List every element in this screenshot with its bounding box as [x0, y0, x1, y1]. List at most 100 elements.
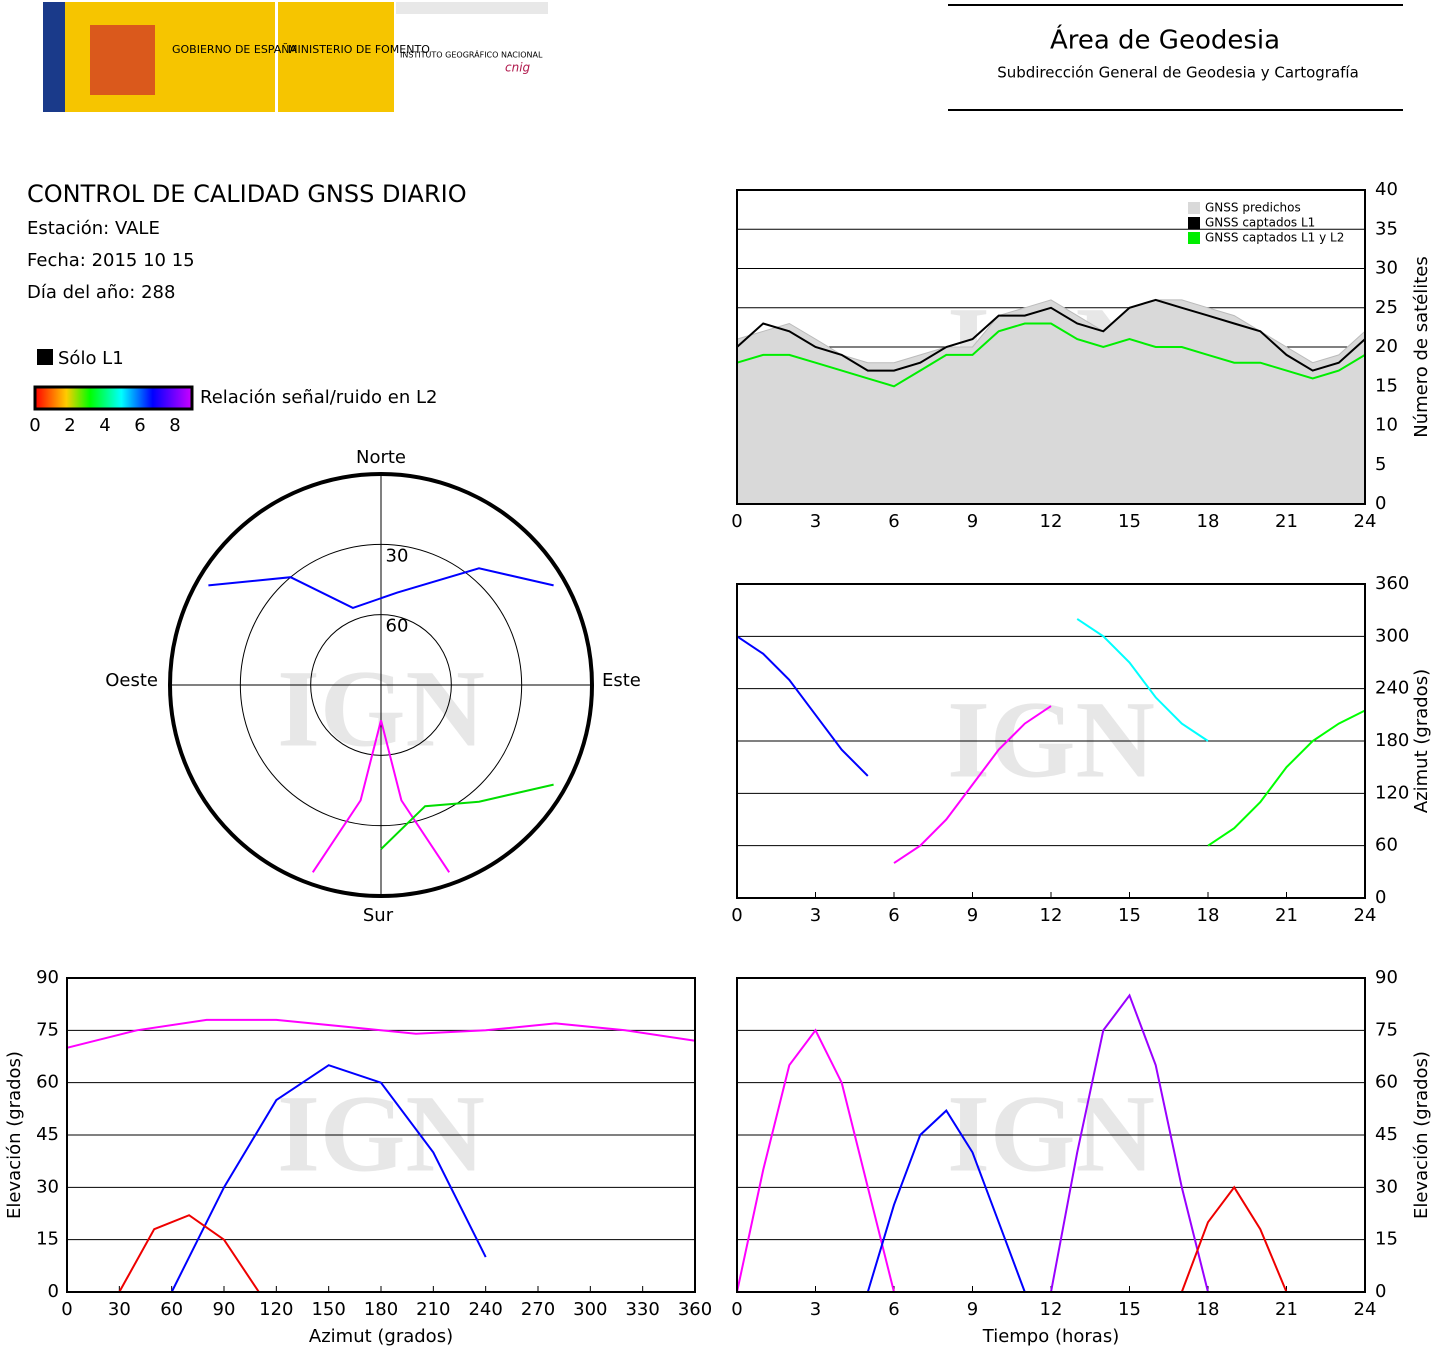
y-tick-label: 15: [36, 1229, 59, 1250]
colorbar-tick: 8: [169, 415, 180, 436]
y-tick-label: 30: [1375, 258, 1398, 279]
y-tick-label: 45: [1375, 1124, 1398, 1145]
ring-label: 30: [386, 545, 409, 566]
y-tick-label: 5: [1375, 454, 1386, 475]
plot-frame: [66, 977, 696, 1293]
x-tick-label: 120: [259, 1299, 293, 1320]
l1-label: Sólo L1: [58, 348, 124, 369]
x-tick-label: 24: [1354, 905, 1377, 926]
y-axis-label: Azimut (grados): [1411, 669, 1432, 813]
satellite-track: [1180, 1185, 1288, 1293]
y-axis-label: Elevación (grados): [1411, 1051, 1432, 1219]
y-tick-label: 0: [1375, 493, 1386, 514]
legend-swatch: [1188, 202, 1200, 214]
x-tick-label: 0: [61, 1299, 72, 1320]
satellite-track: [1076, 618, 1209, 742]
x-tick-label: 21: [1275, 1299, 1298, 1320]
report-title: CONTROL DE CALIDAD GNSS DIARIO: [27, 180, 467, 208]
x-tick-label: 0: [731, 905, 742, 926]
x-tick-label: 24: [1354, 1299, 1377, 1320]
x-tick-label: 0: [731, 511, 742, 532]
y-tick-label: 60: [1375, 835, 1398, 856]
satellite-track: [866, 1109, 1026, 1293]
satellite-track: [311, 719, 451, 873]
colorbar-tick: 4: [99, 415, 110, 436]
x-tick-label: 9: [967, 905, 978, 926]
x-tick-label: 60: [160, 1299, 183, 1320]
watermark: IGN: [947, 678, 1155, 800]
plot: IGN 0 15 30 45 60 75 90 0 3 6 9 12 15 18 21 24 Elevación …: [731, 967, 1432, 1347]
legend-label: GNSS predichos: [1205, 201, 1301, 215]
x-axis-label: Azimut (grados): [309, 1326, 453, 1347]
y-tick-label: 60: [36, 1072, 59, 1093]
plot: IGN051015202530354003691215182124Número …: [731, 179, 1432, 532]
x-tick-label: 180: [364, 1299, 398, 1320]
y-tick-label: 0: [1375, 887, 1386, 908]
x-tick-label: 150: [311, 1299, 345, 1320]
x-tick-label: 15: [1118, 905, 1141, 926]
y-tick-label: 60: [1375, 1072, 1398, 1093]
header-subtitle: Subdirección General de Geodesia y Carto…: [997, 64, 1359, 82]
satellite-track: [66, 1018, 696, 1049]
y-tick-label: 45: [36, 1124, 59, 1145]
x-tick-label: 3: [810, 511, 821, 532]
x-tick-label: 90: [213, 1299, 236, 1320]
y-tick-label: 10: [1375, 415, 1398, 436]
y-tick-label: 40: [1375, 179, 1398, 200]
satellite-track: [1207, 709, 1366, 847]
header-title: Área de Geodesia: [1050, 24, 1280, 56]
y-tick-label: 360: [1375, 573, 1409, 594]
logo-ministry: MINISTERIO DE FOMENTO: [288, 43, 430, 56]
x-tick-label: 3: [810, 905, 821, 926]
y-tick-label: 75: [1375, 1019, 1398, 1040]
x-tick-label: 300: [573, 1299, 607, 1320]
logo-gov: GOBIERNO DE ESPAÑA: [172, 43, 297, 56]
x-tick-label: 9: [967, 511, 978, 532]
x-tick-label: 18: [1197, 511, 1220, 532]
satellite-track: [1050, 993, 1209, 1293]
x-tick-label: 18: [1197, 905, 1220, 926]
colorbar-tick: 0: [29, 415, 40, 436]
satellite-track: [118, 1214, 260, 1293]
y-tick-label: 300: [1375, 625, 1409, 646]
y-tick-label: 240: [1375, 678, 1409, 699]
x-tick-label: 12: [1040, 511, 1063, 532]
x-tick-label: 15: [1118, 511, 1141, 532]
satellite-track: [736, 635, 869, 777]
predicted-area: [736, 299, 1366, 505]
x-tick-label: 18: [1197, 1299, 1220, 1320]
y-axis-label: Elevación (grados): [4, 1051, 25, 1219]
satellite-track: [170, 1064, 487, 1293]
west-label: Oeste: [105, 670, 158, 691]
watermark: IGN: [277, 1072, 485, 1194]
north-label: Norte: [356, 447, 406, 468]
x-tick-label: 6: [888, 1299, 899, 1320]
date: Fecha: 2015 10 15: [27, 250, 195, 271]
legend-label: GNSS captados L1: [1205, 216, 1315, 230]
x-tick-label: 24: [1354, 511, 1377, 532]
elevation-ring: [310, 614, 452, 756]
x-tick-label: 270: [521, 1299, 555, 1320]
logo-ign: INSTITUTO GEOGRÁFICO NACIONAL: [400, 49, 543, 60]
satellite-track: [893, 705, 1052, 864]
y-tick-label: 180: [1375, 730, 1409, 751]
x-axis-label: Tiempo (horas): [982, 1326, 1120, 1347]
series-line: [736, 298, 1366, 372]
south-label: Sur: [363, 905, 394, 926]
satellite-track: [380, 783, 554, 850]
east-label: Este: [602, 670, 641, 691]
x-tick-label: 3: [810, 1299, 821, 1320]
plot: IGN 0 15 30 45 60 75 90 0 30 60 90 120 150 180 210 240 27…: [4, 967, 712, 1347]
y-tick-label: 20: [1375, 336, 1398, 357]
satellite-track: [208, 567, 554, 609]
y-tick-label: 90: [36, 967, 59, 988]
sky-frame: [168, 472, 594, 898]
plot-frame: [736, 189, 1366, 505]
x-tick-label: 21: [1275, 511, 1298, 532]
y-tick-label: 35: [1375, 218, 1398, 239]
colorbar: [33, 385, 194, 411]
y-tick-label: 120: [1375, 782, 1409, 803]
colorbar-label: Relación señal/ruido en L2: [200, 387, 437, 408]
